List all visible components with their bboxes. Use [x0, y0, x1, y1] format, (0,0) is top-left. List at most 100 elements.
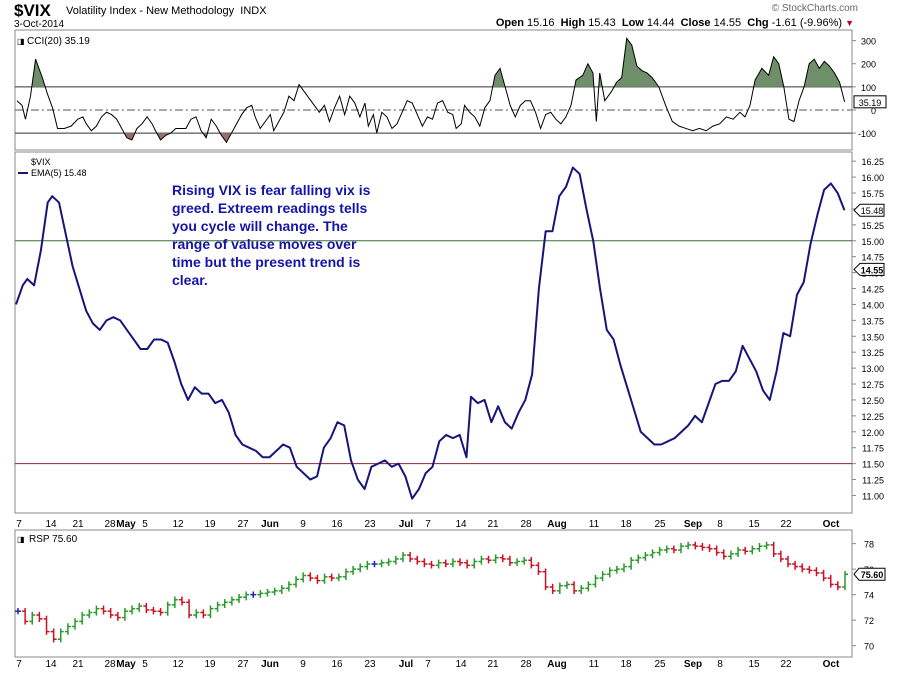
rsp-y-tick-label: 74: [864, 591, 874, 601]
cci-y-tick-label: 300: [861, 37, 876, 47]
rsp-x-tick-label: 27: [237, 659, 249, 670]
down-triangle-icon: ▼: [845, 18, 854, 28]
chart-date: 3-Oct-2014: [14, 19, 65, 30]
symbol-name: Volatility Index - New Methodology: [66, 5, 235, 17]
rsp-x-tick-label: 8: [717, 659, 723, 670]
ema-last-value: 15.48: [861, 206, 884, 216]
price-x-tick-label: 8: [717, 519, 723, 530]
price-y-tick-label: 11.75: [862, 444, 884, 454]
high-label: High: [560, 17, 586, 29]
price-y-tick-label: 13.00: [861, 364, 884, 374]
cci-panel-frame: [14, 29, 853, 151]
price-y-tick-label: 16.00: [861, 173, 884, 183]
price-y-tick-label: 13.50: [861, 332, 884, 342]
chg-label: Chg: [747, 17, 769, 29]
rsp-x-tick-label: May: [116, 659, 136, 670]
price-y-tick-label: 13.25: [861, 348, 884, 358]
price-y-tick-label: 15.00: [861, 237, 884, 247]
rsp-x-tick-label: 21: [72, 659, 84, 670]
chart-annotation: Rising VIX is fear falling vix is greed.…: [172, 182, 371, 288]
cci-line: [16, 37, 846, 144]
cci-last-value: 35.19: [859, 98, 882, 108]
ema-legend-label: EMA(5) 15.48: [31, 168, 87, 178]
rsp-x-tick-label: 28: [104, 659, 116, 670]
price-x-tick-label: 12: [172, 519, 184, 530]
price-y-tick-label: 16.25: [861, 157, 884, 167]
price-x-tick-label: 18: [620, 519, 632, 530]
price-x-tick-label: 7: [16, 519, 22, 530]
price-y-tick-label: 14.00: [861, 300, 884, 310]
rsp-x-tick-label: 19: [204, 659, 216, 670]
close-label: Close: [680, 17, 711, 29]
symbol-description: Volatility Index - New Methodology INDX: [66, 5, 267, 17]
rsp-x-tick-label: 22: [780, 659, 792, 670]
price-x-tick-label: 28: [520, 519, 532, 530]
cci-last-value-box: [853, 95, 887, 109]
rsp-x-tick-label: 15: [748, 659, 760, 670]
price-panel-title: $VIX: [31, 157, 51, 167]
price-x-tick-label: 21: [72, 519, 84, 530]
cci-y-tick-label: 200: [861, 60, 876, 70]
price-x-tick-label: 16: [331, 519, 343, 530]
price-y-tick-label: 12.25: [861, 412, 884, 422]
price-x-tick-label: 9: [300, 519, 306, 530]
price-y-tick-label: 13.75: [861, 316, 884, 326]
quote-line: Open 15.16 High 15.43 Low 14.44 Close 14…: [496, 17, 854, 29]
ema-last-value-box: [853, 203, 885, 217]
price-y-tick-label: 14.75: [861, 253, 884, 263]
rsp-x-tick-label: 7: [16, 659, 22, 670]
price-x-tick-label: 21: [487, 519, 499, 530]
price-x-tick-label: Jul: [399, 519, 414, 530]
rsp-x-tick-label: 28: [520, 659, 532, 670]
cci-y-tick-label: 100: [861, 83, 876, 93]
price-x-tick-label: 19: [204, 519, 216, 530]
chg-value: -1.61 (-9.96%): [771, 17, 843, 29]
cci-oversold-fill: [124, 133, 232, 143]
price-x-tick-label: Sep: [684, 519, 702, 530]
price-y-tick-label: 11.00: [862, 491, 884, 501]
open-label: Open: [495, 17, 524, 29]
price-y-tick-label: 14.25: [861, 285, 884, 295]
price-x-tick-label: 5: [142, 519, 148, 530]
price-x-tick-label: Aug: [547, 519, 566, 530]
price-x-tick-label: 23: [364, 519, 376, 530]
rsp-y-tick-label: 78: [864, 540, 874, 550]
brand-watermark: © StockCharts.com: [771, 3, 858, 14]
price-y-tick-label: 12.75: [861, 380, 884, 390]
rsp-x-tick-label: Sep: [684, 659, 702, 670]
rsp-y-tick-label: 70: [864, 642, 874, 652]
price-x-tick-label: May: [116, 519, 136, 530]
high-value: 15.43: [588, 17, 616, 29]
price-x-tick-label: 14: [455, 519, 467, 530]
price-x-tick-label: 25: [654, 519, 666, 530]
chart-header: $VIX Volatility Index - New Methodology …: [0, 0, 900, 30]
ema-line: [15, 166, 846, 500]
symbol-exchange: INDX: [240, 5, 267, 17]
price-x-tick-label: 15: [748, 519, 760, 530]
open-value: 15.16: [527, 17, 555, 29]
low-label: Low: [621, 17, 644, 29]
price-x-tick-label: Jun: [261, 519, 279, 530]
low-value: 14.44: [646, 17, 675, 29]
close-last-value-box: [853, 262, 885, 276]
rsp-x-tick-label: 23: [364, 659, 376, 670]
rsp-panel-frame: [14, 529, 853, 658]
price-y-tick-label: 12.50: [861, 396, 884, 406]
close-last-value: 14.55: [861, 265, 884, 275]
rsp-x-tick-label: Oct: [823, 659, 840, 670]
rsp-title: RSP 75.60: [29, 534, 78, 545]
rsp-last-value: 75.60: [861, 570, 884, 580]
rsp-x-tick-label: 5: [142, 659, 148, 670]
price-x-tick-label: 11: [589, 519, 600, 530]
rsp-x-tick-label: 18: [620, 659, 632, 670]
price-y-tick-label: 12.00: [861, 428, 884, 438]
price-x-tick-label: 27: [237, 519, 249, 530]
rsp-last-value-box: [853, 567, 886, 581]
rsp-x-tick-label: Jun: [261, 659, 279, 670]
price-x-tick-label: 22: [780, 519, 792, 530]
rsp-panel-icon: ◨: [17, 535, 25, 544]
rsp-x-tick-label: 9: [300, 659, 306, 670]
close-value: 14.55: [713, 17, 742, 29]
price-y-tick-label: 15.25: [861, 221, 884, 231]
